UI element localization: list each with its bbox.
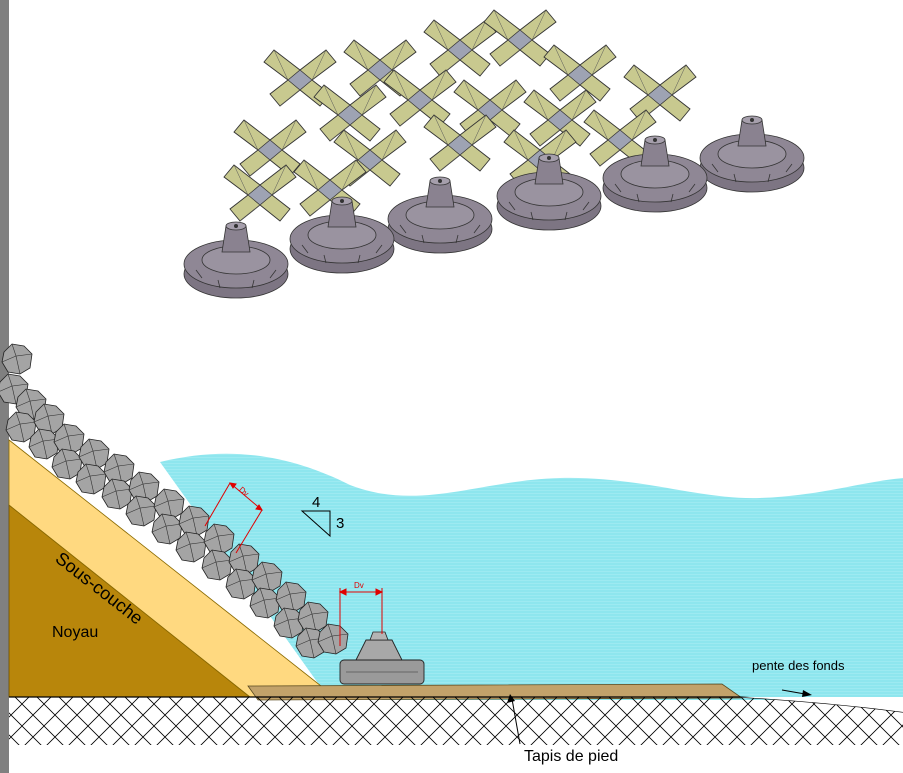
slope-vertical-label: 3 xyxy=(336,515,345,532)
dv-dimension-upper xyxy=(204,482,263,554)
tapis-de-pied-label: Tapis de pied xyxy=(524,748,619,765)
toe-armour-unit xyxy=(339,631,425,685)
seabed-hatch xyxy=(9,697,903,745)
tapis-leader-line xyxy=(511,698,521,745)
pente-des-fonds-label: pente des fonds xyxy=(752,658,845,673)
slope-marker xyxy=(300,510,331,538)
slope-horizontal-label: 4 xyxy=(312,494,321,511)
dv-dimension-lower xyxy=(338,588,384,646)
pente-arrow xyxy=(781,689,812,697)
armour-units-perspective-view xyxy=(183,9,805,299)
dv-lower-label: Dv xyxy=(354,581,364,590)
noyau-label: Noyau xyxy=(52,624,99,641)
